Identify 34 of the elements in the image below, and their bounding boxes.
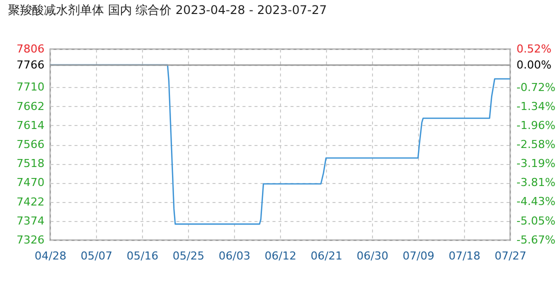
y2-tick-label: -0.72% xyxy=(516,80,556,94)
y-tick-label: 7766 xyxy=(16,58,44,72)
y-tick-label: 7470 xyxy=(16,176,44,190)
chart-title: 聚羧酸减水剂单体 国内 综合价 2023-04-28 - 2023-07-27 xyxy=(8,3,327,17)
x-tick-label: 07/18 xyxy=(448,250,480,262)
y2-tick-label: -3.19% xyxy=(516,156,556,170)
y-tick-label: 7566 xyxy=(16,138,44,151)
x-tick-label: 06/12 xyxy=(264,250,296,262)
x-tick-label: 05/25 xyxy=(172,250,204,262)
y-tick-label: 7662 xyxy=(16,100,44,113)
y-tick-label: 7614 xyxy=(16,118,44,132)
y2-tick-label: -2.58% xyxy=(516,138,556,152)
y2-tick-label: -3.81% xyxy=(516,176,556,190)
y-tick-label: 7518 xyxy=(16,157,44,170)
y2-tick-label: -1.34% xyxy=(516,100,556,113)
x-tick-label: 06/03 xyxy=(218,250,250,262)
y-tick-label: 7422 xyxy=(16,195,44,208)
x-tick-label: 04/28 xyxy=(34,250,66,262)
x-tick-label: 05/16 xyxy=(126,250,158,262)
y2-tick-label: 0.00% xyxy=(516,58,552,72)
y2-tick-label: -4.43% xyxy=(516,195,556,208)
y-tick-label: 7710 xyxy=(16,80,44,94)
x-tick-label: 06/21 xyxy=(310,250,342,262)
x-tick-label: 07/27 xyxy=(494,250,526,262)
y2-tick-label: -5.67% xyxy=(516,234,556,246)
x-tick-label: 05/07 xyxy=(80,250,112,262)
y2-tick-label: -1.96% xyxy=(516,119,556,132)
y2-tick-label: -5.05% xyxy=(516,214,556,228)
x-tick-label: 06/30 xyxy=(356,250,388,262)
y2-tick-label: 0.52% xyxy=(516,42,552,56)
x-tick-label: 07/09 xyxy=(402,250,434,262)
y-tick-label: 7806 xyxy=(16,42,44,56)
y-tick-label: 7326 xyxy=(16,234,44,246)
y-tick-label: 7374 xyxy=(16,214,44,228)
